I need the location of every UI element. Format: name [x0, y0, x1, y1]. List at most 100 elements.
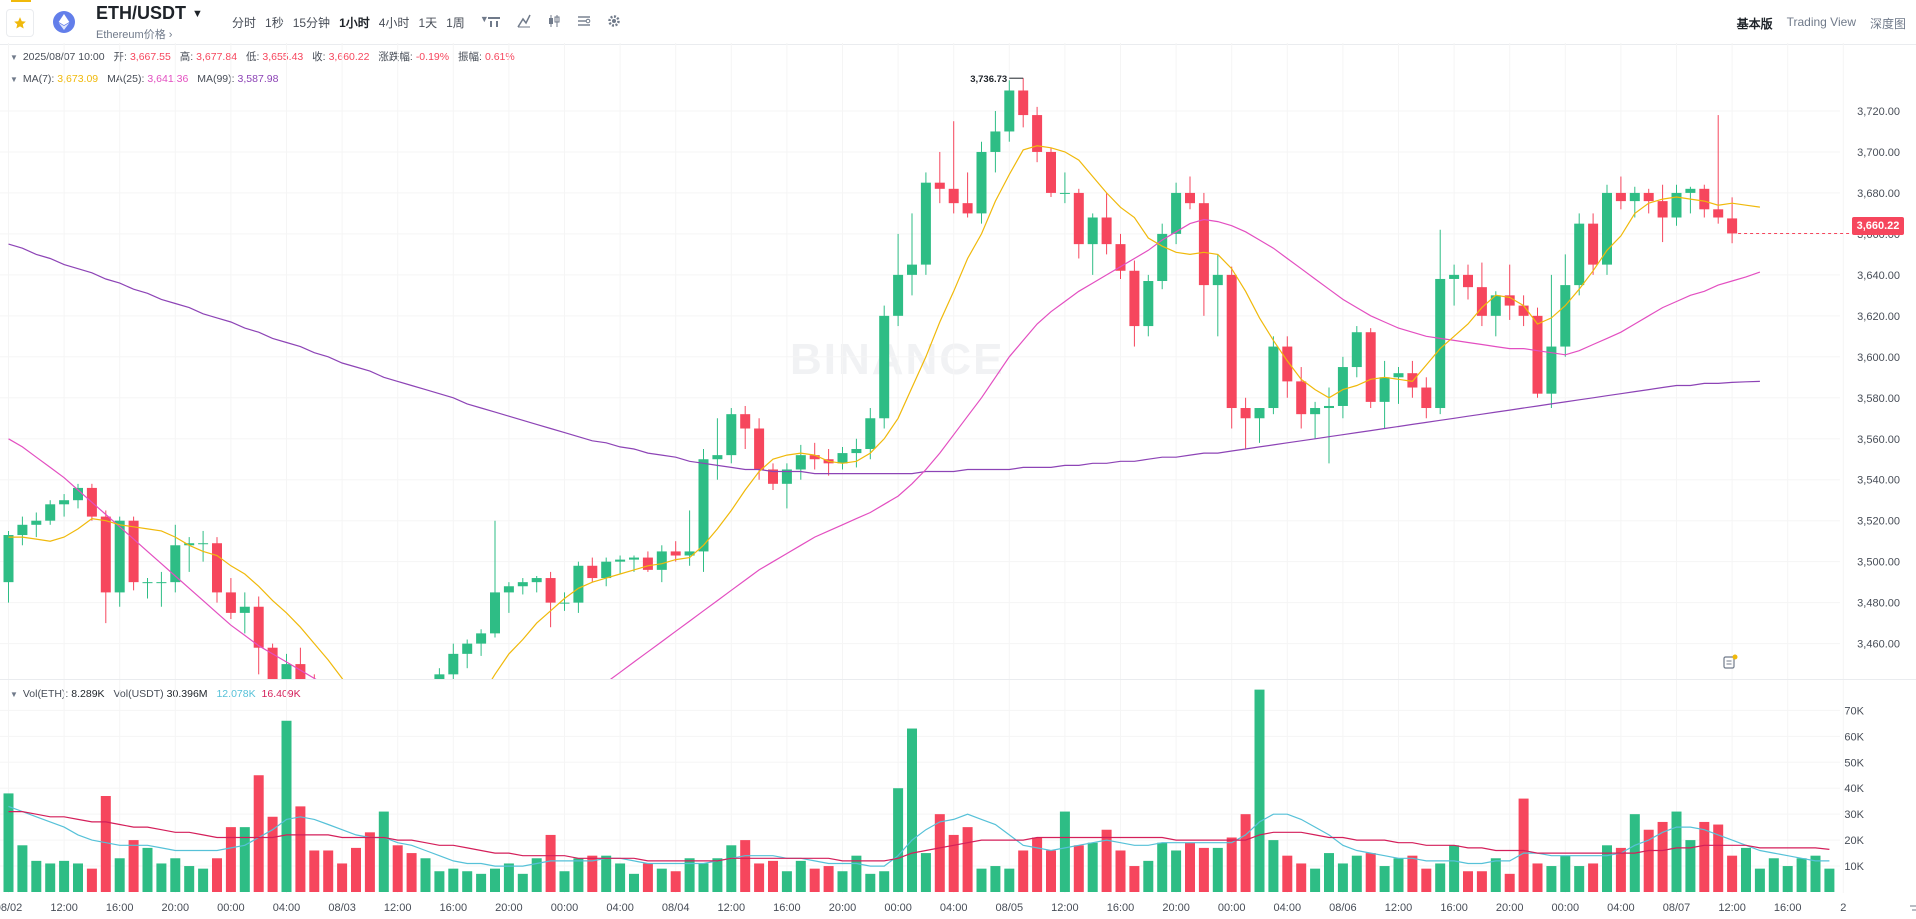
candle-down [1032, 115, 1043, 152]
candle-down [253, 606, 264, 648]
candle-up [1351, 332, 1362, 368]
volume-bar [615, 863, 626, 892]
volume-bar [1198, 847, 1209, 892]
settings-gear-icon[interactable] [606, 13, 622, 29]
interval-15m[interactable]: 15分钟 [292, 16, 331, 30]
volume-bar [3, 793, 14, 892]
time-tick-label: 00:00 [551, 902, 579, 914]
favorite-button[interactable] [6, 0, 34, 37]
volume-bar [1365, 853, 1376, 892]
candle-up [1629, 192, 1640, 202]
volume-bar [31, 860, 42, 892]
candle-down [100, 516, 111, 593]
candle-down [740, 414, 751, 429]
volume-bar [573, 858, 584, 892]
volume-bar [795, 860, 806, 892]
collapse-triangle-icon[interactable]: ▼ [10, 53, 18, 62]
pair-selector[interactable]: ETH/USDT ▼ [96, 3, 203, 24]
bars-style-icon[interactable] [486, 13, 502, 29]
candle-up [448, 653, 459, 675]
volume-bar [517, 873, 528, 892]
volume-bar [351, 847, 361, 892]
tab-tradingview[interactable]: Trading View [1786, 15, 1856, 29]
tab-depth[interactable]: 深度图 [1869, 17, 1906, 31]
price-tick-label: 3,700.00 [1857, 147, 1900, 159]
interval-time[interactable]: 分时 [232, 16, 257, 30]
interval-1h[interactable]: 1小时 [339, 16, 370, 30]
interval-1s[interactable]: 1秒 [265, 16, 284, 30]
interval-4h[interactable]: 4小时 [378, 16, 410, 30]
volume-bar [1574, 866, 1585, 892]
volume-bar [1393, 858, 1404, 892]
candle-up [503, 586, 514, 593]
volume-tick-label: 50K [1844, 757, 1864, 769]
volume-bar [1810, 855, 1821, 892]
volume-bar [1351, 855, 1362, 892]
time-tick-label: 12:00 [1385, 902, 1413, 914]
candle-up [421, 726, 431, 751]
candle-down [1282, 346, 1293, 382]
change-value: -0.19% [415, 51, 450, 63]
volume-tick-label: 30K [1844, 809, 1864, 821]
volume-bar [1310, 868, 1321, 892]
ma99-label: MA(99): [197, 73, 235, 85]
candle-up [45, 504, 56, 521]
volume-bar [378, 811, 389, 892]
coin-info-link[interactable]: Ethereum价格 › [96, 26, 172, 42]
candle-down [1699, 188, 1710, 210]
volume-bar [128, 840, 139, 892]
volume-bar [448, 868, 459, 892]
volume-bar [587, 855, 598, 892]
candle-down [1115, 244, 1126, 271]
time-tick-label: 00:00 [884, 902, 912, 914]
candle-up [1602, 192, 1612, 265]
interval-1d[interactable]: 1天 [418, 16, 438, 30]
note-icon[interactable] [1722, 654, 1738, 670]
candle-down [1046, 151, 1056, 193]
candle-down [1615, 192, 1626, 202]
candle-up [629, 557, 639, 560]
candle-up [1685, 188, 1696, 193]
volume-bar [726, 845, 737, 892]
volume-bar [990, 866, 1001, 892]
volume-bar [1741, 847, 1751, 892]
volume-tick-label: 10K [1844, 861, 1864, 873]
volume-bar [920, 853, 931, 892]
ma7-label: MA(7): [22, 73, 55, 85]
time-tick-label: 2 [1840, 902, 1846, 914]
candle-type-icon[interactable] [546, 13, 562, 29]
candle-up [198, 543, 209, 545]
low-label: 低: [245, 51, 260, 63]
volume-bar [1657, 821, 1668, 892]
more-intervals-caret-icon[interactable]: ▼ [479, 14, 489, 24]
high-label: 高: [179, 51, 194, 63]
low-value: 3,655.43 [262, 51, 304, 63]
time-tick-label: 12:00 [384, 902, 412, 914]
candle-down [1073, 192, 1084, 245]
volume-bar [976, 868, 987, 892]
active-indicator [11, 0, 31, 2]
price-tick-label: 3,460.00 [1857, 639, 1900, 651]
volume-bar [629, 873, 639, 892]
candle-down [809, 455, 820, 460]
price-tick-label: 3,520.00 [1857, 516, 1900, 528]
volume-bar [59, 860, 70, 892]
candle-up [476, 633, 487, 644]
time-tick-label: 20:00 [495, 902, 523, 914]
collapse-triangle-icon[interactable]: ▼ [10, 75, 18, 84]
layout-icon[interactable] [576, 13, 592, 29]
star-icon [14, 17, 26, 29]
top-bar: ETH/USDT ▼ Ethereum价格 › 分时 1秒 15分钟 1小时 4小… [0, 0, 1916, 45]
tab-basic[interactable]: 基本版 [1736, 17, 1773, 31]
volume-bar [1671, 811, 1682, 892]
volume-bar [73, 863, 83, 892]
collapse-triangle-icon[interactable]: ▼ [10, 690, 18, 699]
pane-divider[interactable] [0, 679, 1916, 680]
pair-name: ETH/USDT [96, 3, 186, 23]
indicator-icon[interactable] [516, 13, 532, 29]
volume-bar [1588, 863, 1599, 892]
volume-bar [907, 728, 917, 892]
candle-down [1657, 201, 1668, 218]
interval-1w[interactable]: 1周 [446, 16, 465, 30]
